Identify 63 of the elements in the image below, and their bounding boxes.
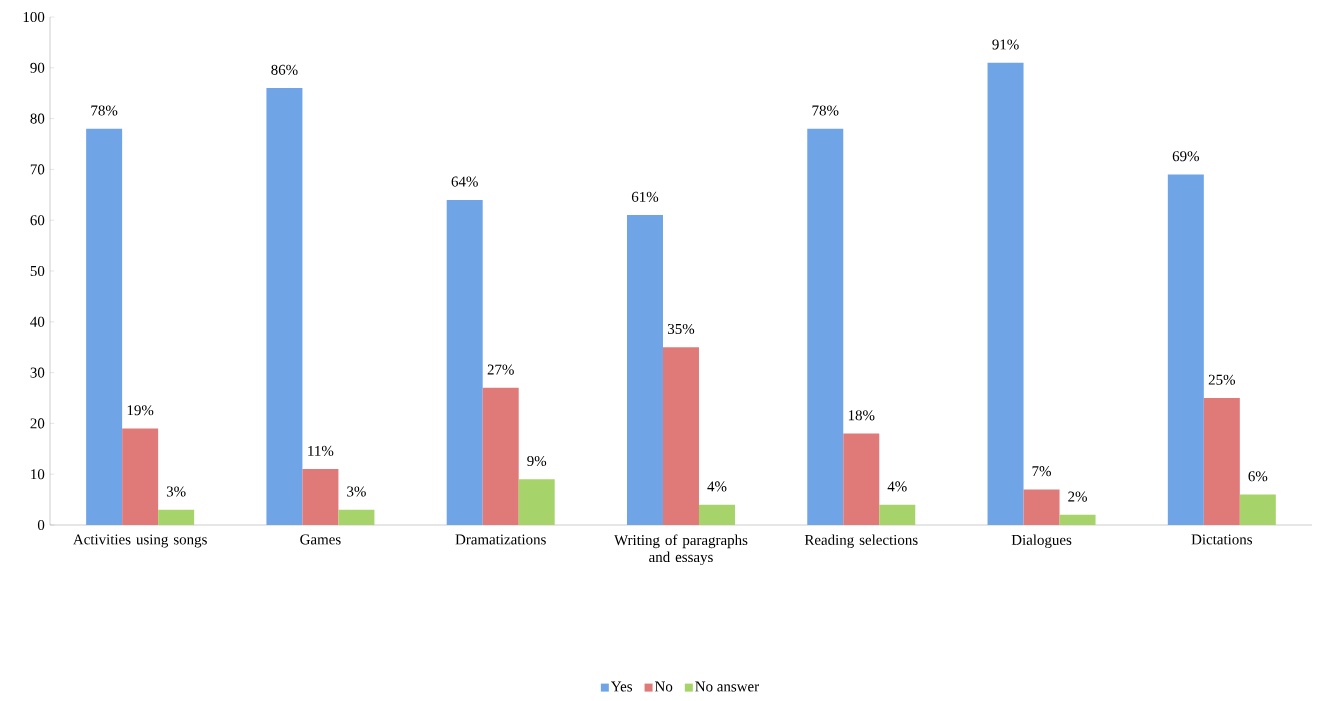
data-label: 3% <box>347 486 366 497</box>
data-label: 91% <box>992 39 1019 50</box>
data-label: 64% <box>451 176 478 187</box>
y-tick-label: 30 <box>30 367 45 378</box>
y-tick-label: 90 <box>30 62 45 73</box>
bar <box>807 128 844 525</box>
bar <box>518 479 555 525</box>
data-label: 78% <box>812 105 839 116</box>
x-tick-label: Dialogues <box>1011 534 1072 549</box>
data-label: 27% <box>487 364 514 375</box>
bar <box>626 215 663 525</box>
data-label: 35% <box>668 323 695 335</box>
bar <box>266 88 303 525</box>
x-tick-label: Games <box>300 534 341 545</box>
legend-label: No answer <box>695 681 759 692</box>
y-tick-label: 80 <box>30 113 45 124</box>
data-label: 11% <box>308 445 334 456</box>
y-tick-label: 70 <box>30 164 45 175</box>
data-label: 3% <box>166 486 186 497</box>
bar <box>1023 489 1060 525</box>
bar <box>122 428 159 525</box>
data-label: 25% <box>1208 374 1236 385</box>
y-tick-label: 60 <box>30 215 45 226</box>
bar <box>86 128 123 525</box>
bar <box>482 387 519 525</box>
data-label: 7% <box>1032 466 1051 477</box>
bar <box>662 347 699 525</box>
data-label: 6% <box>1248 471 1268 482</box>
bar <box>1167 174 1204 525</box>
y-tick-label: 100 <box>23 11 45 23</box>
data-label: 2% <box>1068 491 1087 502</box>
y-tick-label: 0 <box>37 519 45 531</box>
data-label: 69% <box>1172 151 1200 162</box>
bar <box>987 62 1024 525</box>
data-label: 9% <box>527 455 547 467</box>
bar <box>843 433 880 525</box>
data-label: 61% <box>631 191 659 202</box>
y-tick-label: 50 <box>30 265 45 277</box>
data-label: 86% <box>271 64 298 75</box>
bar <box>698 504 735 525</box>
legend-label: No <box>655 681 673 692</box>
y-tick-label: 40 <box>30 316 45 327</box>
data-label: 78% <box>91 105 118 116</box>
bar <box>1203 398 1240 525</box>
bar <box>158 509 195 525</box>
data-label: 19% <box>127 405 154 416</box>
x-tick-label: Dramatizations <box>455 534 546 545</box>
bar <box>1239 494 1276 525</box>
legend-label: Yes <box>611 681 633 692</box>
bar <box>302 469 339 525</box>
data-label: 18% <box>848 410 875 421</box>
data-label: 4% <box>887 481 907 492</box>
bar <box>338 509 375 525</box>
x-tick-label: Writing of paragraphs and essays <box>614 534 748 566</box>
bar <box>879 504 916 525</box>
data-label: 4% <box>707 481 727 492</box>
bar <box>1059 514 1096 525</box>
x-tick-label: Activities using songs <box>73 534 207 548</box>
x-tick-label: Reading selections <box>804 534 918 549</box>
y-tick-label: 10 <box>31 469 45 480</box>
bar <box>446 199 483 525</box>
y-tick-label: 20 <box>30 418 45 429</box>
x-tick-label: Dictations <box>1191 534 1252 545</box>
